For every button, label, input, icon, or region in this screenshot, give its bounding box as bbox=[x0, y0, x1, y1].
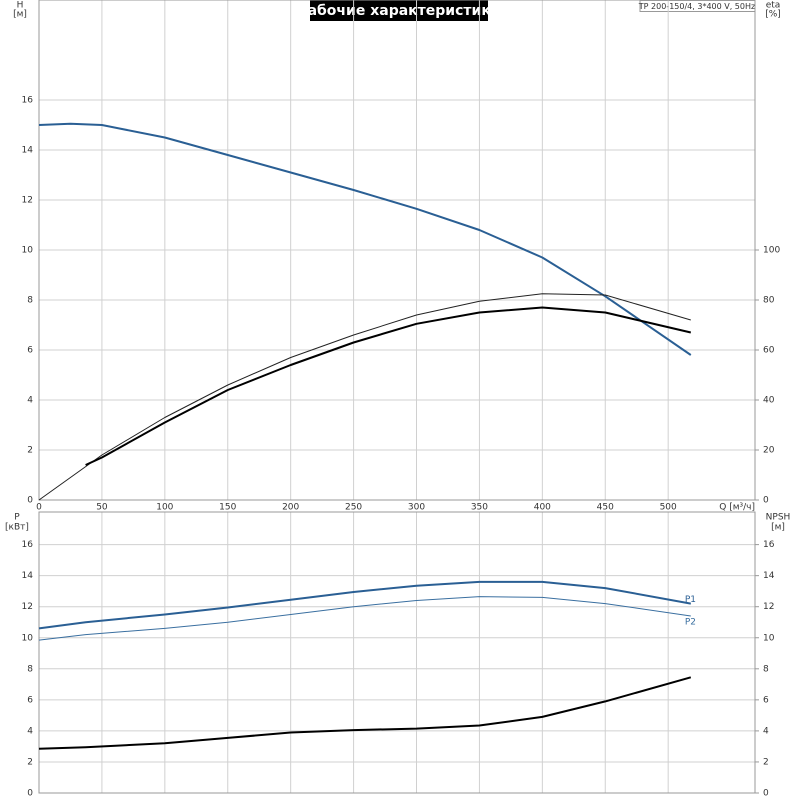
curve bbox=[38, 676, 692, 750]
x-tick-label: 450 bbox=[597, 503, 614, 513]
y2-tick-label: 0 bbox=[763, 789, 769, 799]
x-tick-label: 50 bbox=[96, 503, 108, 513]
x-tick-label: 150 bbox=[219, 503, 236, 513]
plot-frame bbox=[38, 511, 756, 794]
curve bbox=[38, 580, 691, 630]
x-tick-label: 300 bbox=[408, 503, 425, 513]
y2-tick-label: 14 bbox=[763, 571, 775, 581]
curve bbox=[38, 596, 691, 641]
curve-label: P1 bbox=[685, 595, 696, 605]
y2-tick-label: 40 bbox=[763, 396, 775, 406]
y2-tick-label: 100 bbox=[763, 246, 780, 256]
y-axis-unit: [кВт] bbox=[5, 523, 29, 533]
y2-tick-label: 0 bbox=[763, 496, 769, 506]
y-axis-unit: [м] bbox=[13, 10, 27, 20]
curve bbox=[38, 122, 692, 356]
y-tick-label: 6 bbox=[27, 695, 33, 705]
chart-title: Рабочие характеристики bbox=[297, 3, 500, 19]
note: TP 200-150/4, 3*400 V, 50Hz bbox=[638, 2, 755, 11]
y2-tick-label: 80 bbox=[763, 296, 775, 306]
y-tick-label: 12 bbox=[22, 196, 33, 206]
y-tick-label: 0 bbox=[27, 789, 33, 799]
y-tick-label: 0 bbox=[27, 496, 33, 506]
y-tick-label: 10 bbox=[22, 633, 34, 643]
y2-axis-label: NPSH bbox=[766, 513, 791, 523]
y2-tick-label: 4 bbox=[763, 726, 769, 736]
curve bbox=[38, 293, 691, 501]
x-tick-label: 0 bbox=[36, 503, 42, 513]
y2-tick-label: 60 bbox=[763, 346, 775, 356]
x-tick-label: 100 bbox=[156, 503, 173, 513]
x-tick-label: 500 bbox=[660, 503, 677, 513]
y-tick-label: 8 bbox=[27, 296, 33, 306]
x-tick-label: 200 bbox=[282, 503, 299, 513]
x-axis-label: Q [м³/ч] bbox=[719, 503, 755, 513]
y2-axis-label: eta bbox=[766, 1, 781, 11]
y-tick-label: 6 bbox=[27, 346, 33, 356]
curve-label: P2 bbox=[685, 618, 696, 628]
y-axis-label: H bbox=[17, 1, 24, 11]
y2-tick-label: 2 bbox=[763, 757, 769, 767]
y-tick-label: 14 bbox=[22, 571, 34, 581]
y2-tick-label: 20 bbox=[763, 446, 775, 456]
y2-tick-label: 8 bbox=[763, 664, 769, 674]
title-box bbox=[310, 0, 488, 21]
x-tick-label: 250 bbox=[345, 503, 362, 513]
y-tick-label: 16 bbox=[22, 540, 34, 550]
y2-tick-label: 10 bbox=[763, 633, 775, 643]
y2-tick-label: 16 bbox=[763, 540, 775, 550]
y2-axis-unit: [%] bbox=[765, 10, 781, 20]
y-tick-label: 2 bbox=[27, 446, 33, 456]
y-tick-label: 4 bbox=[27, 726, 33, 736]
x-tick-label: 400 bbox=[534, 503, 551, 513]
y-tick-label: 16 bbox=[22, 96, 34, 106]
y2-axis-unit: [м] bbox=[771, 523, 785, 533]
y-axis-label: P bbox=[14, 513, 20, 523]
x-tick-label: 350 bbox=[471, 503, 488, 513]
y-tick-label: 8 bbox=[27, 664, 33, 674]
y-tick-label: 14 bbox=[22, 146, 34, 156]
y-tick-label: 12 bbox=[22, 602, 33, 612]
y-tick-label: 4 bbox=[27, 396, 33, 406]
y-tick-label: 2 bbox=[27, 757, 33, 767]
y2-tick-label: 12 bbox=[763, 602, 774, 612]
y2-tick-label: 6 bbox=[763, 695, 769, 705]
y-tick-label: 10 bbox=[22, 246, 34, 256]
curve bbox=[85, 306, 692, 466]
